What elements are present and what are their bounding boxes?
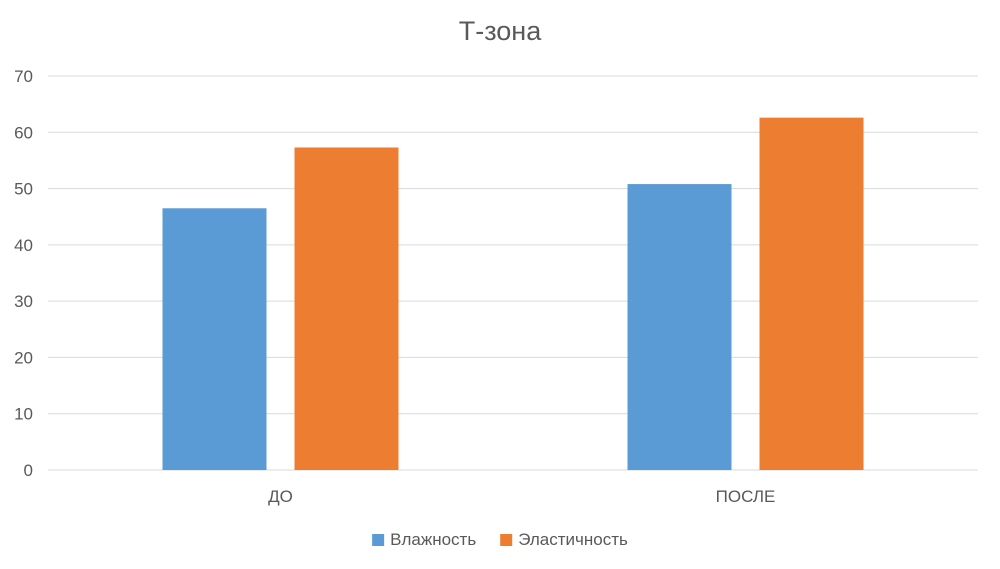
y-tick-label: 0 xyxy=(24,461,33,480)
y-tick-label: 50 xyxy=(14,180,33,199)
y-tick-label: 70 xyxy=(14,67,33,86)
y-tick-label: 10 xyxy=(14,405,33,424)
bar-elastichnost-0 xyxy=(294,147,399,471)
bars xyxy=(162,117,864,471)
legend: Влажность Эластичность xyxy=(372,530,628,549)
y-axis: 0 10 20 30 40 50 60 70 xyxy=(14,67,33,480)
bar-vlazhnost-1 xyxy=(627,184,732,470)
x-category-label: ДО xyxy=(268,487,293,506)
legend-swatch xyxy=(500,534,513,546)
legend-label: Влажность xyxy=(390,530,476,549)
x-axis: ДО ПОСЛЕ xyxy=(268,487,775,506)
y-tick-label: 30 xyxy=(14,292,33,311)
y-tick-label: 20 xyxy=(14,348,33,367)
legend-label: Эластичность xyxy=(518,530,628,549)
y-tick-label: 40 xyxy=(14,236,33,255)
chart-title: Т-зона xyxy=(459,16,542,46)
bar-vlazhnost-0 xyxy=(162,208,267,470)
legend-swatch xyxy=(372,534,385,546)
bar-elastichnost-1 xyxy=(759,117,864,470)
y-tick-label: 60 xyxy=(14,123,33,142)
x-category-label: ПОСЛЕ xyxy=(716,487,776,506)
